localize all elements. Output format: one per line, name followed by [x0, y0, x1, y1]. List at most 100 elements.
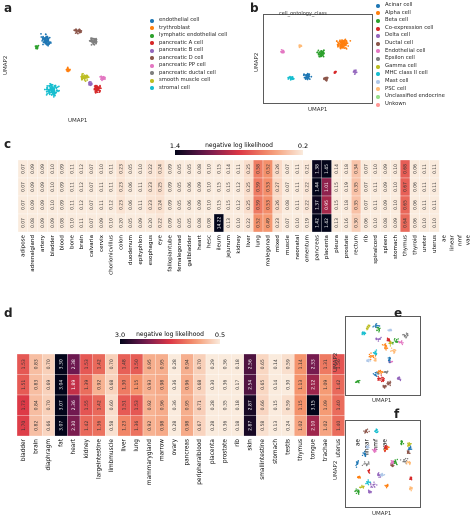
- scatter-point: [375, 448, 377, 450]
- scatter-point: [322, 49, 325, 52]
- cell-value-label: 0.06: [128, 200, 134, 210]
- scatter-point: [58, 89, 60, 92]
- cell-value-label: 1.73: [21, 400, 27, 410]
- legend-marker: [150, 86, 154, 91]
- scatter-point: [389, 328, 391, 331]
- scatter-point: [387, 357, 389, 359]
- legend-marker: [376, 18, 380, 23]
- cell-value-label: 0.92: [96, 380, 102, 390]
- scatter-point: [407, 443, 409, 446]
- legend-label: PSC cell: [385, 85, 407, 92]
- scatter-point: [335, 70, 337, 73]
- cell-value-label: 0.18: [235, 400, 241, 410]
- scatter-point: [377, 340, 380, 342]
- legend-marker: [376, 26, 380, 31]
- scatter-point: [51, 89, 54, 91]
- scatter-point: [77, 29, 80, 32]
- cell-value-label: 0.58: [109, 421, 115, 431]
- scatter-point: [363, 333, 366, 335]
- cell-value-label: 0.07: [20, 182, 26, 192]
- column-label: kidney: [236, 234, 242, 253]
- column-label: rib: [235, 439, 241, 447]
- cell-value-label: 1.02: [298, 421, 304, 431]
- column-label: ileum: [216, 235, 222, 251]
- scatter-point: [355, 381, 357, 384]
- cell-value-label: 0.05: [177, 200, 183, 210]
- scatter-point: [384, 344, 387, 347]
- column-label: testis: [285, 439, 291, 455]
- cell-value-label: 1.50: [134, 359, 140, 369]
- colorbar-min-label: 0.5: [215, 331, 225, 339]
- scatter-point: [367, 359, 369, 361]
- scatter-point: [360, 486, 362, 488]
- cell-value-label: 0.09: [60, 200, 66, 210]
- scatter-point: [363, 331, 366, 334]
- scatter-point: [407, 461, 409, 464]
- scatter-point: [55, 91, 58, 94]
- scatter-point: [400, 442, 402, 444]
- scatter-point: [382, 380, 384, 383]
- scatter-point: [410, 448, 412, 450]
- scatter-point: [68, 69, 71, 72]
- cell-value-label: 0.11: [295, 164, 301, 174]
- scatter-point: [410, 490, 412, 492]
- cell-value-label: 0.09: [30, 164, 36, 174]
- scatter-point: [365, 482, 367, 485]
- umap-scatter-b: [263, 14, 373, 104]
- cell-value-label: 0.19: [344, 182, 350, 192]
- cell-value-label: 0.28: [210, 400, 216, 410]
- scatter-point: [54, 94, 56, 97]
- column-label: calvaria: [89, 235, 95, 257]
- scatter-point: [48, 89, 51, 92]
- column-label: adrenalgland: [30, 235, 36, 272]
- scatter-point: [389, 342, 391, 345]
- cell-value-label: 0.15: [226, 200, 232, 210]
- cell-value-label: 0.06: [128, 182, 134, 192]
- column-label: thymus: [298, 439, 304, 461]
- legend-label: trythroblast: [159, 24, 191, 31]
- scatter-point: [404, 461, 407, 463]
- cell-value-label: 1.53: [84, 359, 90, 369]
- scatter-point: [398, 342, 401, 344]
- scatter-point: [343, 47, 346, 49]
- scatter-point: [363, 450, 366, 453]
- column-label: brain: [33, 439, 39, 454]
- scatter-point: [368, 444, 370, 446]
- scatter-point: [367, 463, 369, 465]
- legend-label: pancreatic ductal cell: [159, 69, 216, 76]
- scatter-point: [387, 370, 389, 372]
- column-label: gallbladder: [187, 234, 193, 266]
- scatter-point: [388, 382, 390, 384]
- scatter-point: [357, 489, 359, 491]
- scatter-point: [51, 85, 53, 88]
- cell-value-label: 0.70: [46, 400, 52, 410]
- scatter-point: [47, 90, 50, 93]
- column-label: lung: [134, 439, 140, 452]
- cell-value-label: 0.82: [33, 421, 39, 431]
- cell-value-label: 0.09: [40, 218, 46, 228]
- scatter-point: [355, 492, 358, 495]
- scatter-point: [356, 491, 359, 493]
- scatter-point: [338, 40, 341, 43]
- cell-value-label: 0.98: [159, 380, 165, 390]
- cell-value-label: 0.08: [197, 218, 203, 228]
- cell-value-label: 0.11: [373, 200, 379, 210]
- scatter-point: [406, 334, 408, 336]
- legend-item: Unclassified endocrine: [376, 93, 445, 101]
- scatter-point: [320, 52, 323, 55]
- scatter-point: [395, 340, 398, 342]
- cell-value-label: 0.09: [60, 182, 66, 192]
- scatter-point: [392, 343, 394, 345]
- cell-value-label: 0.25: [246, 182, 252, 192]
- cell-value-label: 0.25: [246, 164, 252, 174]
- scatter-point: [367, 326, 369, 328]
- column-label: kidney: [84, 438, 90, 458]
- cell-value-label: 0.58: [256, 164, 262, 174]
- cell-value-label: 0.09: [50, 218, 56, 228]
- cell-value-label: 0.09: [40, 182, 46, 192]
- scatter-point: [399, 459, 402, 461]
- cell-value-label: 0.09: [167, 218, 173, 228]
- scatter-point: [405, 332, 408, 334]
- legend-marker: [150, 33, 154, 38]
- cell-value-label: 1.36: [134, 421, 140, 431]
